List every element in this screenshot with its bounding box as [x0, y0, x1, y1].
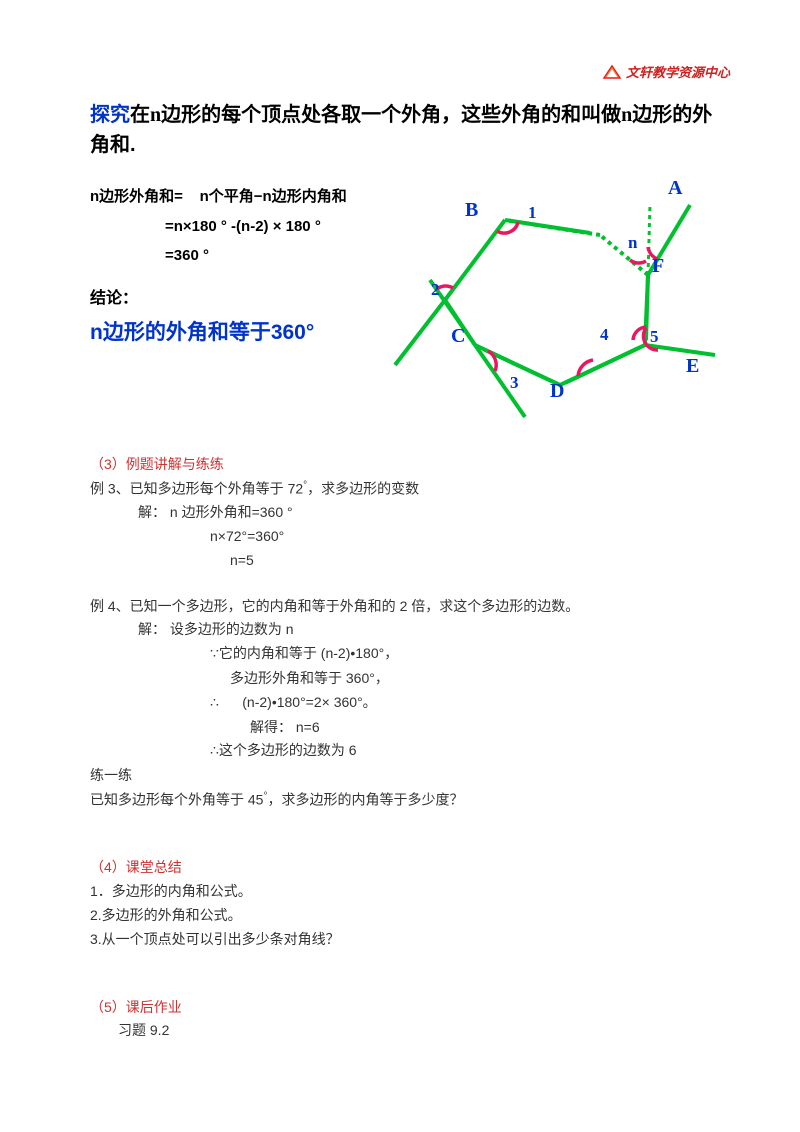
- formula-line-2: =n×180 ° -(n-2) × 180 °: [90, 218, 390, 235]
- formula-line-3: =360 °: [90, 247, 390, 264]
- ex3-line3: n×72°=360°: [90, 525, 730, 549]
- ex4-line6: 解得： n=6: [90, 716, 730, 740]
- formula-block: n边形外角和= n个平角−n边形内角和 =n×180 ° -(n-2) × 18…: [90, 185, 390, 425]
- body-content: （3）例题讲解与练练 例 3、已知多边形每个外角等于 72°，求多边形的变数 解…: [90, 453, 730, 1043]
- angle-n: n: [628, 233, 637, 253]
- watermark: 文轩教学资源中心: [602, 62, 730, 81]
- ex3-line2: 解： n 边形外角和=360 °: [90, 501, 730, 525]
- ex4-line4: 多边形外角和等于 360°，: [90, 667, 730, 691]
- s5-l1: 习题 9.2: [90, 1019, 730, 1043]
- practice-text: 已知多边形每个外角等于 45°，求多边形的内角等于多少度？: [90, 788, 730, 812]
- formula-line-1: n边形外角和= n个平角−n边形内角和: [90, 185, 390, 206]
- angle-2: 2: [431, 280, 440, 300]
- section-3-title: （3）例题讲解与练练: [90, 453, 730, 477]
- ex4-line1: 例 4、已知一个多边形，它的内角和等于外角和的 2 倍，求这个多边形的边数。: [90, 595, 730, 619]
- vertex-F: F: [652, 255, 664, 278]
- ex3-line4: n=5: [90, 549, 730, 573]
- watermark-text: 文轩教学资源中心: [626, 62, 730, 81]
- ex4-line2: 解： 设多边形的边数为 n: [90, 618, 730, 642]
- s4-l1: 1．多边形的内角和公式。: [90, 880, 730, 904]
- watermark-logo-icon: [602, 64, 622, 80]
- polygon-diagram: A B C D E F 1 2 3 4 5 n: [390, 185, 720, 425]
- vertex-E: E: [686, 355, 699, 378]
- slide-diagram-section: 探究在n边形的每个顶点处各取一个外角，这些外角的和叫做n边形的外角和. n边形外…: [90, 100, 730, 425]
- angle-4: 4: [600, 325, 609, 345]
- section-4-title: （4）课堂总结: [90, 856, 730, 880]
- ex4-line5: ∴ (n-2)•180°=2× 360°。: [90, 691, 730, 716]
- practice-title: 练一练: [90, 764, 730, 788]
- slide-title: 探究在n边形的每个顶点处各取一个外角，这些外角的和叫做n边形的外角和.: [90, 100, 730, 160]
- section-5-title: （5）课后作业: [90, 996, 730, 1020]
- s4-l2: 2.多边形的外角和公式。: [90, 904, 730, 928]
- angle-5: 5: [650, 327, 659, 347]
- angle-3: 3: [510, 373, 519, 393]
- vertex-A: A: [668, 177, 682, 200]
- conclusion-label: 结论：: [90, 284, 390, 308]
- ex4-line7: ∴这个多边形的边数为 6: [90, 739, 730, 764]
- s4-l3: 3.从一个顶点处可以引出多少条对角线？: [90, 928, 730, 952]
- vertex-D: D: [550, 380, 564, 403]
- ex3-line1: 例 3、已知多边形每个外角等于 72°，求多边形的变数: [90, 477, 730, 501]
- conclusion-text: n边形的外角和等于360°: [90, 316, 390, 346]
- ex4-line3: ∵它的内角和等于 (n-2)•180°，: [90, 642, 730, 667]
- angle-1: 1: [528, 203, 537, 223]
- vertex-B: B: [465, 199, 478, 222]
- vertex-C: C: [451, 325, 465, 348]
